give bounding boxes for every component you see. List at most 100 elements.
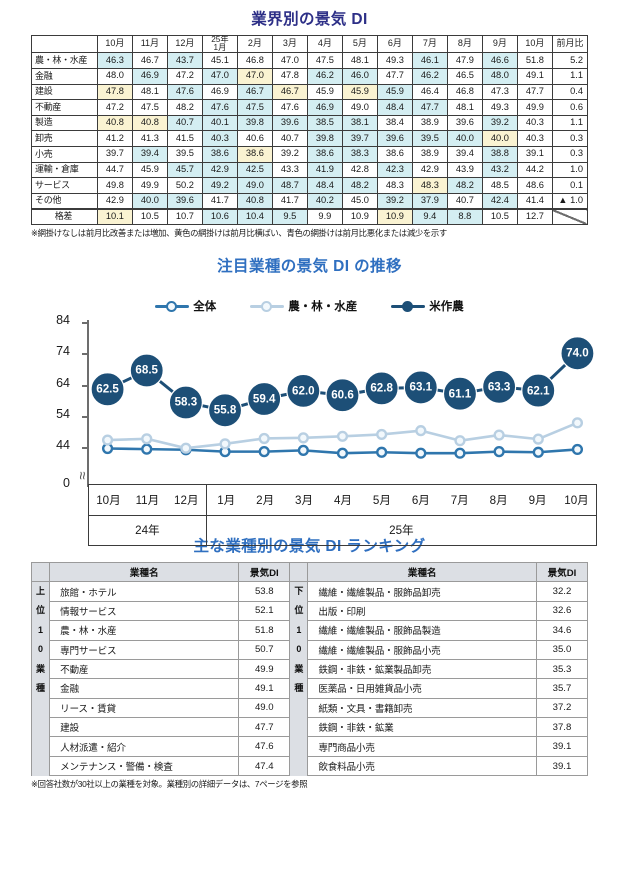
x-axis-year-label: 25年 bbox=[389, 524, 414, 538]
di-cell: 38.8 bbox=[481, 145, 518, 163]
di-cell: 42.5 bbox=[236, 161, 273, 179]
di-cell: 43.9 bbox=[446, 161, 483, 179]
data-point bbox=[180, 442, 192, 454]
y-axis-tick-label: 64 bbox=[56, 375, 70, 390]
di-cell: 47.6 bbox=[166, 83, 203, 101]
di-cell: 47.6 bbox=[271, 99, 308, 116]
di-cell: 46.9 bbox=[201, 83, 238, 101]
di-cell: 49.9 bbox=[131, 177, 168, 194]
di-cell: 46.9 bbox=[131, 68, 168, 85]
di-cell: 39.7 bbox=[96, 145, 133, 163]
di-cell: 40.2 bbox=[306, 192, 343, 210]
ranking-left-industry: リース・賃貸 bbox=[49, 697, 240, 719]
di-cell: 46.1 bbox=[411, 52, 448, 69]
ranking-left-side-label: 種 bbox=[30, 678, 51, 699]
di-col-header: 6月 bbox=[376, 34, 413, 54]
data-point bbox=[560, 336, 595, 371]
di-cell: 40.0 bbox=[481, 130, 518, 147]
ranking-left-industry: 人材派遣・紹介 bbox=[49, 736, 240, 757]
ranking-right-side-label bbox=[289, 717, 309, 737]
ranking-right-side-label: 0 bbox=[289, 640, 309, 660]
di-cell: 48.5 bbox=[481, 177, 518, 194]
di-cell: 39.2 bbox=[376, 192, 413, 210]
di-cell: 40.8 bbox=[131, 114, 168, 132]
di-cell: 8.8 bbox=[446, 207, 483, 225]
data-point bbox=[258, 445, 270, 458]
di-cell: 49.3 bbox=[376, 52, 413, 69]
rank-left-side-header bbox=[30, 561, 51, 583]
di-cell: 39.8 bbox=[306, 130, 343, 147]
ranking-right-industry: 繊維・繊維製品・服飾品製造 bbox=[307, 620, 537, 641]
di-cell: 39.2 bbox=[481, 114, 518, 132]
legend-item-3[interactable]: 米作農 bbox=[391, 298, 464, 314]
di-cell: 47.7 bbox=[516, 83, 553, 101]
di-cell: 39.2 bbox=[271, 145, 308, 163]
di-cell: 44.2 bbox=[516, 161, 553, 179]
data-point-label: 63.1 bbox=[409, 380, 433, 394]
di-cell: 45.1 bbox=[201, 52, 238, 69]
ranking-right-value: 35.3 bbox=[535, 658, 589, 680]
di-cell: 40.1 bbox=[201, 114, 238, 132]
di-col-header: 4月 bbox=[306, 34, 343, 54]
di-cell: 48.4 bbox=[306, 177, 343, 194]
di-cell: 46.0 bbox=[341, 68, 378, 85]
di-diff-cell: ▲ 1.0 bbox=[551, 192, 589, 210]
y-axis-tick bbox=[82, 447, 89, 450]
di-cell: 47.2 bbox=[166, 68, 203, 85]
rank-right-side-header bbox=[289, 561, 309, 583]
ranking-row: メンテナンス・警備・検査 47.4 飲食料品小売 39.1 bbox=[30, 755, 589, 777]
legend-item-2[interactable]: 農・林・水産 bbox=[250, 298, 357, 314]
ranking-left-value: 47.7 bbox=[238, 717, 291, 738]
data-point-label: 62.1 bbox=[526, 384, 550, 397]
di-section: 業界別の景気 DI 10月 11月 12月 25年 1月 2月 3月 4月 5月 6月 7月 8月 9月… bbox=[0, 7, 619, 239]
di-cell: 48.1 bbox=[446, 99, 483, 116]
di-table-wrap: 10月 11月 12月 25年 1月 2月 3月 4月 5月 6月 7月 8月 9月 10月 前月比 農・林… bbox=[0, 34, 619, 239]
di-cell: 38.6 bbox=[376, 145, 413, 163]
di-cell: 48.2 bbox=[166, 99, 203, 116]
ranking-right-industry: 専門商品小売 bbox=[307, 736, 537, 757]
di-cell: 46.3 bbox=[96, 52, 133, 69]
di-diff-cell: 0.6 bbox=[551, 99, 589, 116]
di-table-title: 業界別の景気 DI bbox=[251, 11, 368, 28]
x-axis-month-label: 10月 bbox=[96, 493, 121, 507]
di-cell: 46.8 bbox=[236, 52, 273, 69]
x-axis-month-label: 5月 bbox=[372, 493, 391, 507]
ranking-right-industry: 繊維・繊維製品・服飾品卸売 bbox=[307, 581, 537, 602]
chart-plot: 62.5 68.5 58.3 55.8 59.4 62.0 60.6 62.8 63.1 61.1… bbox=[88, 322, 597, 477]
data-point bbox=[168, 385, 203, 420]
di-cell: 42.3 bbox=[376, 161, 413, 179]
di-cell: 39.6 bbox=[376, 130, 413, 147]
di-col-header: 9月 bbox=[481, 34, 518, 54]
data-point bbox=[454, 435, 466, 447]
di-table-row: 製造 40.8 40.8 40.7 40.1 39.8 39.6 38.5 38.1 38.4 38… bbox=[31, 114, 589, 132]
ranking-left-value: 49.9 bbox=[238, 658, 291, 680]
di-col-header: 8月 bbox=[446, 34, 483, 54]
di-gap-row: 格差 10.1 10.5 10.7 10.6 10.4 9.5 9.9 10.9 10.9 9.4 8… bbox=[31, 207, 589, 225]
ranking-row: リース・賃貸 49.0 紙類・文具・書籍卸売 37.2 bbox=[30, 697, 589, 719]
y-axis-tick bbox=[82, 321, 89, 324]
di-cell: 47.6 bbox=[201, 99, 238, 116]
data-point bbox=[493, 445, 505, 458]
x-axis-month-label: 4月 bbox=[333, 493, 353, 507]
ranking-left-industry: 情報サービス bbox=[49, 600, 240, 622]
di-cell: 38.9 bbox=[411, 145, 448, 163]
data-point-label: 63.3 bbox=[487, 380, 511, 394]
ranking-right-side-label: 業 bbox=[289, 659, 309, 679]
di-cell: 41.2 bbox=[96, 130, 133, 147]
di-cell: 47.0 bbox=[271, 52, 308, 69]
ranking-right-side-label: 下 bbox=[289, 581, 309, 602]
di-cell: 46.6 bbox=[481, 52, 518, 69]
di-cell: 47.3 bbox=[481, 83, 518, 101]
data-point bbox=[297, 432, 309, 444]
data-point bbox=[207, 393, 243, 428]
di-cell: 47.5 bbox=[236, 99, 273, 116]
di-row-label: 製造 bbox=[31, 114, 98, 132]
ranking-body: 上旅館・ホテル 53.8 下繊維・繊維製品・服飾品卸売 32.2 位情報サービス 52.1… bbox=[30, 581, 589, 777]
di-cell: 39.4 bbox=[131, 145, 168, 163]
di-col-header: 25年 1月 bbox=[201, 34, 238, 54]
ranking-left-industry: 農・林・水産 bbox=[49, 620, 240, 641]
legend-item-1[interactable]: 全体 bbox=[155, 298, 216, 314]
ranking-left-side-label: 1 bbox=[30, 620, 51, 640]
di-cell: 41.7 bbox=[271, 192, 308, 210]
legend-marker-icon bbox=[155, 300, 190, 312]
